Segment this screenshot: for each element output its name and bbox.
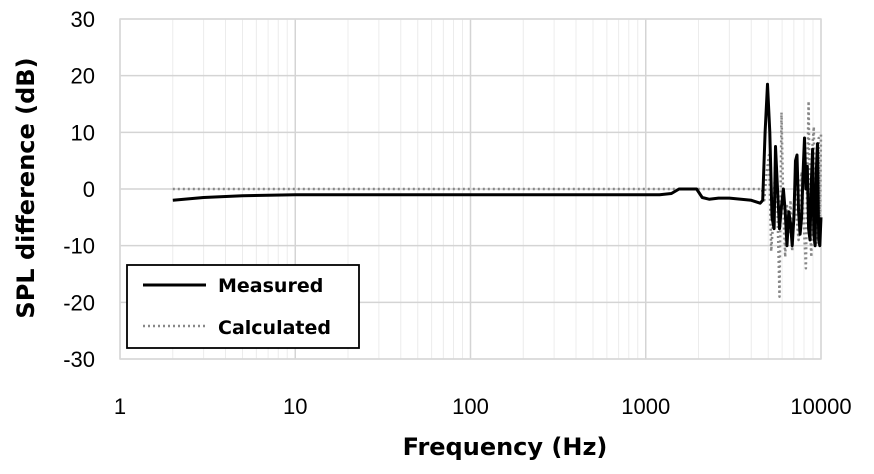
series-line-measured xyxy=(172,82,823,248)
x-axis-title: Frequency (Hz) xyxy=(403,433,608,461)
x-tick-label: 10 xyxy=(283,394,307,419)
legend-label-calculated: Calculated xyxy=(218,317,331,339)
y-tick-label: 10 xyxy=(71,120,95,145)
x-tick-label: 10000 xyxy=(790,394,851,419)
y-tick-label: 20 xyxy=(71,64,95,89)
y-tick-label: -20 xyxy=(63,290,95,315)
y-tick-label: -10 xyxy=(63,234,95,259)
x-axis-tick-labels: 1 10 100 1000 10000 xyxy=(114,394,852,419)
x-tick-label: 1000 xyxy=(621,394,670,419)
y-tick-label: 0 xyxy=(83,177,95,202)
y-axis-tick-labels: 30 20 10 0 -10 -20 -30 xyxy=(63,7,95,372)
legend-label-measured: Measured xyxy=(218,275,323,297)
legend-box xyxy=(126,264,360,349)
y-tick-label: -30 xyxy=(63,347,95,372)
x-tick-label: 100 xyxy=(452,394,489,419)
series-layer xyxy=(172,82,823,298)
plot-area-border xyxy=(119,18,822,360)
y-axis-title: SPL difference (dB) xyxy=(12,57,40,318)
legend: Measured Calculated xyxy=(126,264,360,349)
y-tick-label: 30 xyxy=(71,7,95,32)
x-tick-label: 1 xyxy=(114,394,126,419)
